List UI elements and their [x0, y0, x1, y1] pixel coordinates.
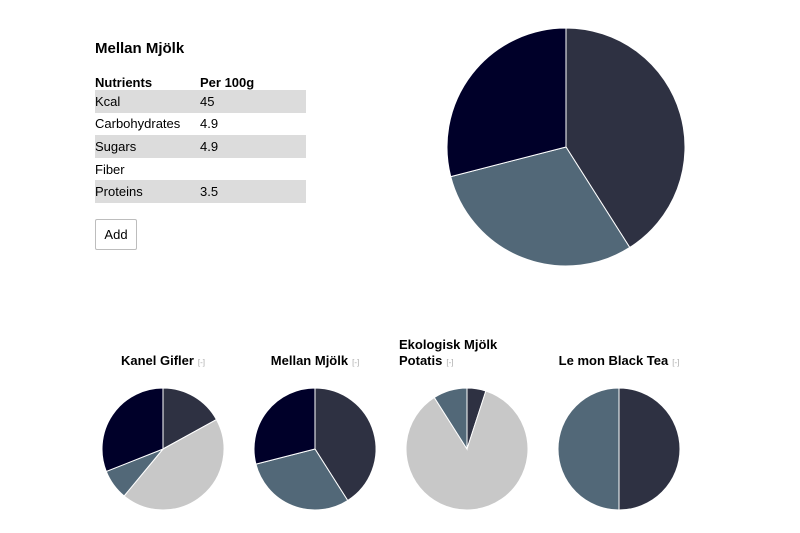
comparison-header: Le mon Black Tea [-]	[549, 353, 689, 371]
nutrient-name: Kcal	[95, 93, 121, 109]
comparison-card: Le mon Black Tea [-]	[549, 353, 689, 513]
pie-slice	[162, 387, 218, 450]
pie-slice	[405, 390, 529, 511]
table-row: Fiber	[95, 158, 306, 181]
table-header-row: Nutrients Per 100g	[95, 73, 306, 90]
nutrient-value: 4.9	[200, 116, 219, 132]
pie-slice	[253, 387, 316, 465]
remove-link[interactable]: [-]	[672, 358, 680, 367]
comparison-header: Ekologisk Mjölk Potatis [-]	[397, 337, 539, 371]
nutrient-name: Sugars	[95, 138, 137, 154]
pie-slice	[101, 387, 164, 473]
remove-link[interactable]: [-]	[352, 358, 360, 367]
nutrient-value: 4.9	[200, 138, 219, 154]
comparison-card: Kanel Gifler [-]	[93, 353, 233, 513]
nutrient-name: Proteins	[95, 184, 143, 200]
pie-slice	[433, 387, 468, 451]
table-row: Kcal 45	[95, 90, 306, 113]
pie-slice	[618, 387, 681, 511]
comparison-title: Le mon Black Tea	[558, 353, 669, 368]
column-header-per-100g: Per 100g	[200, 75, 255, 90]
table-row: Sugars 4.9	[95, 135, 306, 158]
pie-slice	[565, 27, 686, 249]
comparison-pie-chart	[253, 387, 377, 511]
remove-link[interactable]: [-]	[197, 358, 206, 367]
table-row: Proteins 3.5	[95, 180, 306, 203]
pie-slice	[446, 27, 567, 178]
nutrient-value: 45	[200, 93, 215, 109]
nutrient-name: Fiber	[95, 161, 125, 177]
main-pie-chart	[446, 27, 686, 267]
comparison-pie-chart	[101, 387, 225, 511]
pie-slice	[123, 418, 225, 511]
column-header-nutrients: Nutrients	[95, 75, 153, 90]
pie-slice	[557, 387, 620, 511]
comparison-card: Ekologisk Mjölk Potatis [-]	[397, 337, 537, 513]
pie-slice	[450, 146, 631, 267]
remove-link[interactable]: [-]	[446, 358, 454, 367]
nutrient-value: 3.5	[200, 184, 219, 200]
comparison-header: Mellan Mjölk [-]	[245, 353, 385, 371]
product-title: Mellan Mjölk	[95, 40, 185, 57]
comparison-card: Mellan Mjölk [-]	[245, 353, 385, 513]
nutrient-name: Carbohydrates	[95, 116, 181, 132]
comparison-title: Mellan Mjölk	[270, 353, 349, 368]
pie-slice	[255, 448, 349, 511]
comparison-pie-chart	[405, 387, 529, 511]
add-button[interactable]: Add	[95, 219, 137, 250]
table-row: Carbohydrates 4.9	[95, 113, 306, 136]
nutrient-value	[200, 158, 306, 181]
comparison-pie-chart	[557, 387, 681, 511]
comparison-title: Ekologisk Mjölk Potatis	[399, 337, 498, 368]
comparison-title: Kanel Gifler	[120, 353, 194, 368]
comparison-header: Kanel Gifler [-]	[93, 353, 233, 371]
nutrition-table: Nutrients Per 100g Kcal 45 Carbohydrates…	[95, 73, 306, 203]
